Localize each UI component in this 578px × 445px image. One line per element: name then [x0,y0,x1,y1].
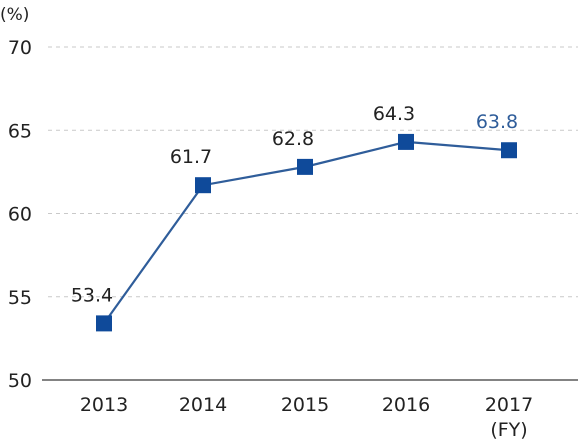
data-label: 53.4 [71,284,113,306]
data-point-marker [501,142,517,159]
x-tick-label: 2017 [485,394,533,416]
data-point-marker [398,133,414,150]
data-labels: 53.4 61.7 62.8 64.3 63.8 [71,103,518,306]
x-axis-unit-label: (FY) [490,419,527,441]
y-axis-ticks: 50 55 60 65 70 [8,37,32,392]
y-tick-label: 70 [8,37,32,59]
data-label: 61.7 [170,146,212,168]
data-point-marker [195,177,211,194]
x-tick-label: 2014 [179,394,227,416]
y-tick-label: 65 [8,120,32,142]
y-tick-label: 60 [8,204,32,226]
y-tick-label: 50 [8,370,32,392]
series-markers [96,133,517,332]
data-label: 64.3 [373,103,415,125]
x-tick-label: 2016 [382,394,430,416]
data-label: 62.8 [272,128,314,150]
x-tick-label: 2015 [281,394,329,416]
data-point-marker [96,315,112,332]
gridlines [48,46,578,298]
data-point-marker [297,158,313,175]
y-axis-unit-label: (%) [0,5,29,25]
y-tick-label: 55 [8,287,32,309]
x-tick-label: 2013 [80,394,128,416]
data-label: 63.8 [476,111,518,133]
x-axis-ticks: 2013 2014 2015 2016 2017 [80,394,533,416]
